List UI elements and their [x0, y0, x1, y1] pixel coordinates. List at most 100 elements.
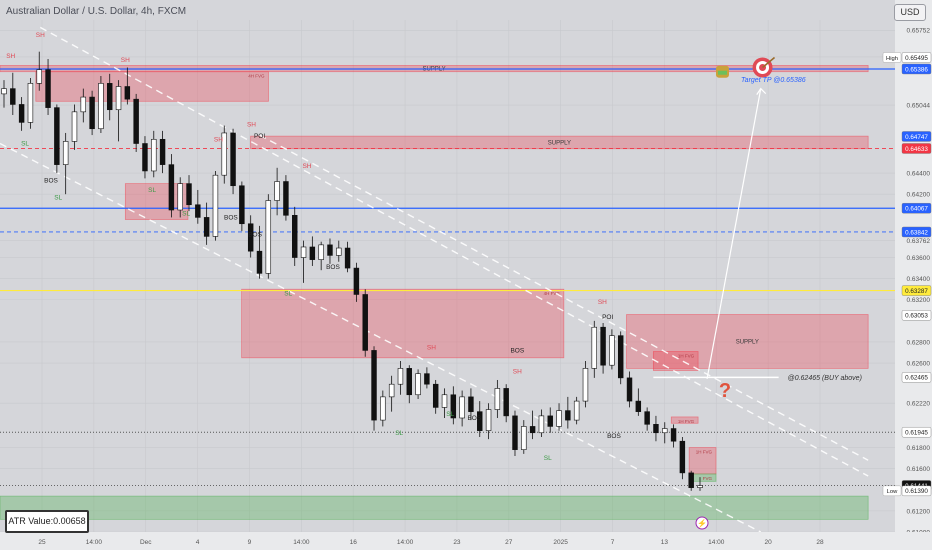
candle [89, 90, 95, 136]
symbol-title: Australian Dollar / U.S. Dollar, 4h, FXC… [6, 6, 187, 17]
candle-body [36, 69, 42, 84]
candle-body [62, 141, 69, 165]
candle-body [477, 411, 483, 431]
candle [353, 262, 360, 302]
candle [503, 384, 509, 423]
candle [653, 415, 659, 442]
candle-body [327, 244, 333, 256]
x-tick-label: 28 [816, 539, 824, 546]
candle [380, 390, 386, 427]
candle [529, 410, 536, 440]
structure-label-bos: BOS [224, 215, 238, 222]
candle-body [186, 183, 192, 206]
candle [106, 73, 113, 121]
candle-body [221, 132, 227, 176]
candle [388, 375, 395, 412]
y-tick-label: 0.61600 [907, 466, 931, 473]
candle-body [591, 326, 598, 369]
candle [565, 396, 571, 429]
price-marker-tag [901, 131, 932, 142]
candle-body [565, 410, 571, 421]
candle-body [415, 373, 421, 396]
candle-body [582, 368, 589, 402]
price-marker-tag [901, 143, 932, 154]
price-marker: 0.61945 [901, 427, 932, 438]
candles-layer[interactable] [1, 51, 703, 491]
structure-label-sh: SH [36, 32, 45, 39]
x-tick-label: 23 [453, 539, 461, 546]
candle-body [688, 472, 694, 488]
zone-label: SUPPLY [548, 140, 571, 146]
candle [635, 388, 642, 416]
grid-layer [0, 20, 895, 533]
structure-label-poi: POI [602, 314, 613, 321]
candle [697, 477, 703, 491]
candle [424, 367, 430, 389]
candle [547, 407, 553, 433]
candle-body [54, 107, 60, 165]
supply-zone [241, 288, 565, 359]
price-marker: 0.65386 [901, 63, 932, 75]
candle-body [468, 396, 474, 412]
y-tick-label: 0.64400 [907, 170, 931, 177]
candle-body [230, 132, 236, 187]
price-axis[interactable]: 0.657520.655000.650440.644000.642000.637… [882, 0, 932, 550]
candle-body [521, 426, 527, 450]
candle-body [406, 368, 412, 396]
structure-label-sl: SL [182, 210, 190, 217]
candle-body [336, 247, 342, 256]
supply-zone [250, 135, 869, 150]
candle-body [644, 411, 650, 425]
structure-label-sl: SL [544, 455, 552, 462]
price-marker-text: 0.63287 [905, 288, 928, 295]
candle [98, 75, 104, 133]
price-marker-tag [901, 226, 932, 238]
structure-label-bos: BOS [607, 433, 621, 440]
structure-label-sl: SL [446, 411, 454, 418]
candle-body [503, 388, 509, 417]
price-marker-tag [901, 63, 932, 75]
price-marker: 0.63287 [901, 285, 932, 296]
fvg-label: 4H FVG [544, 291, 561, 296]
price-marker-text: 0.62465 [905, 375, 928, 382]
candle-body [344, 247, 351, 269]
price-marker: 0.64067 [901, 203, 932, 214]
price-marker-text: 0.61945 [905, 430, 928, 437]
structure-label-bos: BOS [248, 231, 262, 238]
price-marker-text: 0.64747 [905, 134, 928, 141]
candle [406, 365, 412, 404]
candle [415, 369, 421, 399]
price-marker: 0.64747 [901, 131, 932, 142]
candle [159, 130, 166, 174]
x-tick-label: 2025 [553, 539, 568, 546]
candle-body [556, 410, 562, 427]
structure-label-sh: SH [513, 369, 522, 376]
candle-body [195, 204, 201, 218]
currency-button[interactable]: USD [894, 4, 926, 21]
candle [362, 289, 368, 357]
candle [662, 422, 668, 444]
candle [309, 236, 316, 266]
candle [186, 175, 192, 212]
candle [71, 104, 78, 150]
price-marker-text: 0.63842 [905, 229, 928, 236]
arrow-head [756, 87, 767, 95]
price-marker-label: Low [887, 489, 898, 495]
price-marker: 0.63053 [901, 310, 932, 321]
price-marker-tag [901, 427, 932, 438]
candle-body [247, 223, 254, 252]
y-tick-label: 0.61800 [907, 445, 931, 452]
candle [274, 167, 280, 216]
structure-label-sl: SL [148, 187, 156, 194]
candle [265, 194, 272, 279]
channel-line-lower [0, 142, 762, 533]
target-icon [752, 56, 776, 78]
candle-body [670, 428, 677, 442]
candle [27, 78, 34, 129]
candle-body [600, 326, 606, 366]
candle-body [142, 143, 148, 172]
candle-body [529, 426, 536, 434]
time-axis[interactable]: 25 14:00 Dec 4 9 14:00 16 14:00 23 27 2025 7 13 14:00… [0, 532, 932, 550]
candle [670, 424, 677, 448]
